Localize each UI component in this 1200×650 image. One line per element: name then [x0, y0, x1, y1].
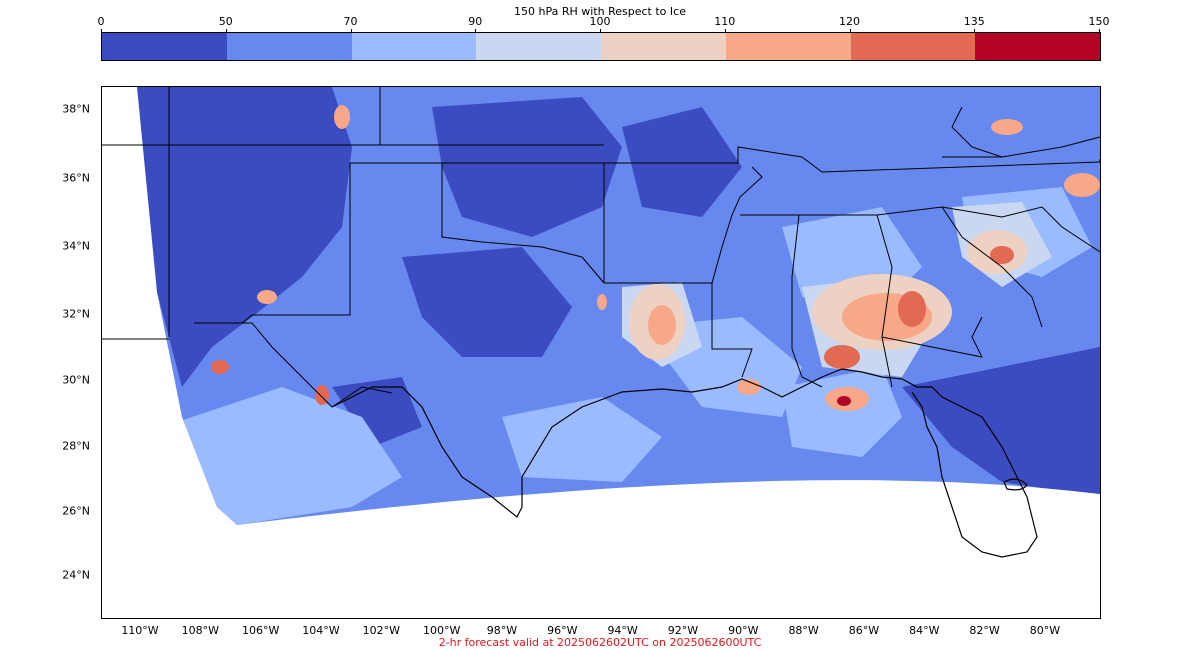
colorbar-tick-label: 0: [97, 15, 105, 28]
colorbar-tick-label: 100: [589, 15, 611, 28]
latitude-label: 34°N: [62, 239, 90, 253]
latitude-label: 38°N: [62, 102, 90, 116]
rh-map: [101, 86, 1101, 619]
longitude-label: 102°W: [362, 624, 400, 637]
longitude-label: 86°W: [848, 624, 880, 637]
longitude-label: 84°W: [909, 624, 940, 637]
latitude-label: 32°N: [62, 307, 90, 321]
colorbar-tick-label: 110: [714, 15, 736, 28]
colorbar-segment: [601, 33, 726, 60]
colorbar-tick-mark: [974, 29, 976, 32]
colorbar-segment: [102, 33, 227, 60]
longitude-label: 80°W: [1029, 624, 1061, 637]
colorbar-segment: [850, 33, 976, 60]
longitude-label: 98°W: [486, 624, 518, 637]
latitude-label: 24°N: [62, 568, 90, 582]
longitude-label: 92°W: [667, 624, 699, 637]
longitude-label: 82°W: [969, 624, 1000, 637]
colorbar-tick-mark: [600, 29, 601, 32]
colorbar-segment: [725, 33, 851, 60]
colorbar-segment: [351, 33, 477, 60]
colorbar-tick-mark: [849, 29, 851, 32]
colorbar-tick-mark: [475, 29, 477, 32]
longitude-label: 94°W: [607, 624, 638, 637]
colorbar-tick-mark: [101, 29, 102, 32]
forecast-valid-text: 2-hr forecast valid at 2025062602UTC on …: [438, 636, 762, 649]
longitude-label: 104°W: [302, 624, 340, 637]
map-svg: [102, 87, 1100, 558]
latitude-label: 30°N: [62, 373, 90, 387]
colorbar-tick-label: 150: [1088, 15, 1110, 28]
colorbar: [101, 32, 1101, 61]
state-boundaries: [102, 87, 1100, 408]
colorbar-segment: [226, 33, 352, 60]
latitude-label: 26°N: [62, 504, 90, 518]
latitude-label: 36°N: [62, 171, 90, 185]
latitude-label: 28°N: [62, 439, 90, 453]
colorbar-tick-mark: [225, 29, 227, 32]
colorbar-tick-label: 90: [468, 15, 483, 28]
colorbar-tick-label: 135: [963, 15, 985, 28]
colorbar-tick-mark: [350, 29, 352, 32]
rh-field: [137, 87, 1100, 525]
colorbar-segment: [975, 33, 1100, 60]
colorbar-tick-label: 70: [343, 15, 358, 28]
longitude-label: 110°W: [121, 624, 159, 637]
longitude-label: 88°W: [788, 624, 819, 637]
longitude-label: 96°W: [547, 624, 578, 637]
colorbar-title: 150 hPa RH with Respect to Ice: [514, 5, 686, 18]
colorbar-tick-label: 50: [218, 15, 233, 28]
colorbar-tick-label: 120: [839, 15, 860, 28]
longitude-label: 108°W: [181, 624, 220, 637]
colorbar-tick-mark: [724, 29, 726, 32]
longitude-label: 90°W: [728, 624, 759, 637]
colorbar-tick-mark: [1099, 29, 1100, 32]
longitude-label: 106°W: [241, 624, 280, 637]
coastline: [331, 368, 1038, 558]
colorbar-segment: [476, 33, 601, 60]
longitude-label: 100°W: [422, 624, 461, 637]
